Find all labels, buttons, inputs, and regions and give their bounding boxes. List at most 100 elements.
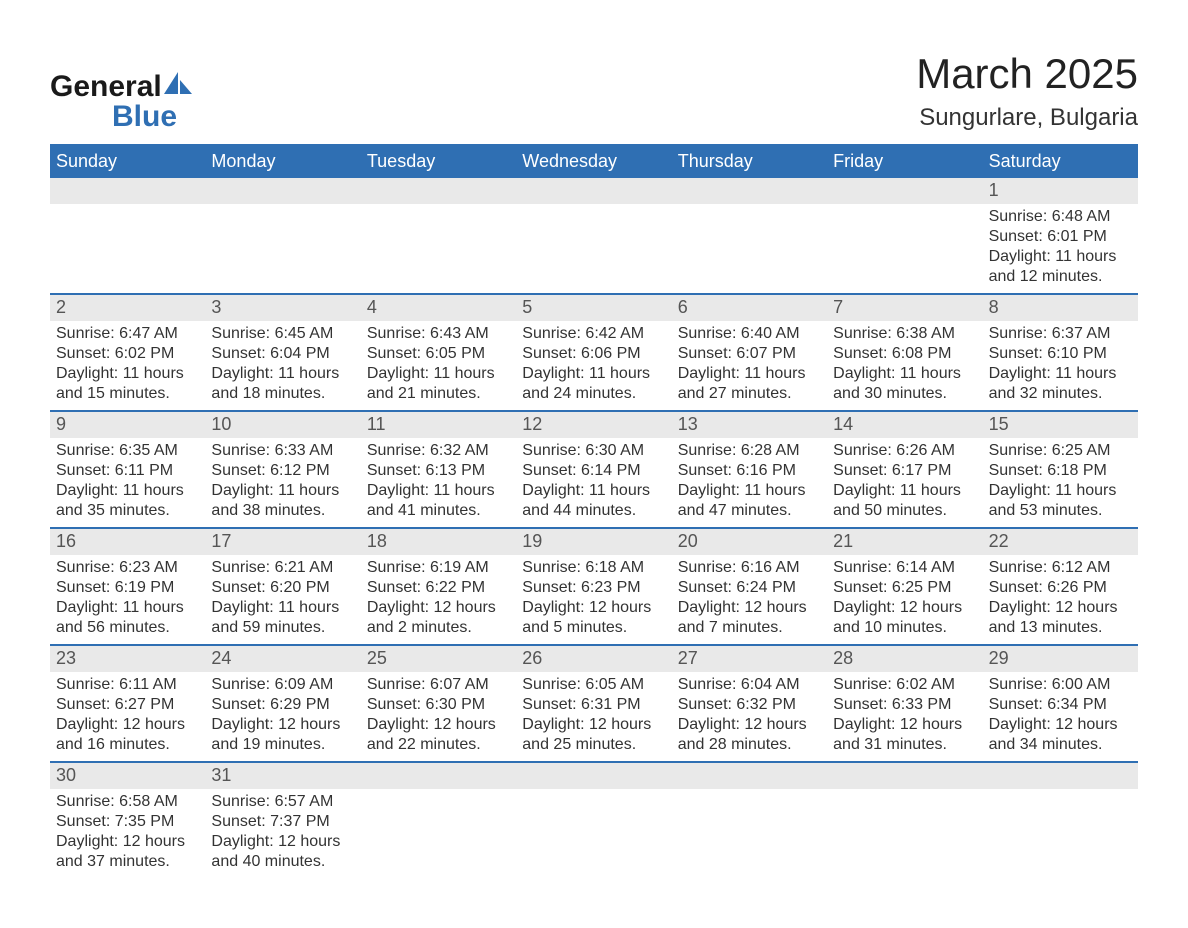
day-cell	[50, 204, 205, 293]
day-cell: Sunrise: 6:25 AMSunset: 6:18 PMDaylight:…	[983, 438, 1138, 527]
day-cell: Sunrise: 6:11 AMSunset: 6:27 PMDaylight:…	[50, 672, 205, 761]
day-number	[50, 178, 205, 204]
day-number: 19	[516, 529, 671, 555]
day-number: 7	[827, 295, 982, 321]
col-header-wed: Wednesday	[516, 146, 671, 178]
day-number	[205, 178, 360, 204]
day-number: 30	[50, 763, 205, 789]
day-cell: Sunrise: 6:18 AMSunset: 6:23 PMDaylight:…	[516, 555, 671, 644]
day-number	[672, 178, 827, 204]
title-block: March 2025 Sungurlare, Bulgaria	[916, 50, 1138, 132]
day-number: 27	[672, 646, 827, 672]
day-number: 24	[205, 646, 360, 672]
calendar-week: 2345678 Sunrise: 6:47 AMSunset: 6:02 PMDa…	[50, 293, 1138, 410]
day-cell: Sunrise: 6:32 AMSunset: 6:13 PMDaylight:…	[361, 438, 516, 527]
day-cell: Sunrise: 6:00 AMSunset: 6:34 PMDaylight:…	[983, 672, 1138, 761]
day-cell: Sunrise: 6:23 AMSunset: 6:19 PMDaylight:…	[50, 555, 205, 644]
day-cell: Sunrise: 6:19 AMSunset: 6:22 PMDaylight:…	[361, 555, 516, 644]
day-cell: Sunrise: 6:38 AMSunset: 6:08 PMDaylight:…	[827, 321, 982, 410]
col-header-fri: Friday	[827, 146, 982, 178]
day-cell: Sunrise: 6:42 AMSunset: 6:06 PMDaylight:…	[516, 321, 671, 410]
day-cell: Sunrise: 6:43 AMSunset: 6:05 PMDaylight:…	[361, 321, 516, 410]
day-number	[672, 763, 827, 789]
page-header: General Blue March 2025 Sungurlare, Bulg…	[50, 50, 1138, 132]
day-cell	[672, 789, 827, 878]
calendar-week: 23242526272829Sunrise: 6:11 AMSunset: 6:…	[50, 644, 1138, 761]
day-number: 13	[672, 412, 827, 438]
day-cell: Sunrise: 6:16 AMSunset: 6:24 PMDaylight:…	[672, 555, 827, 644]
day-number	[827, 178, 982, 204]
day-number: 12	[516, 412, 671, 438]
col-header-thu: Thursday	[672, 146, 827, 178]
day-number: 6	[672, 295, 827, 321]
day-cell	[983, 789, 1138, 878]
col-header-tue: Tuesday	[361, 146, 516, 178]
col-header-sun: Sunday	[50, 146, 205, 178]
day-number	[516, 763, 671, 789]
day-number	[361, 178, 516, 204]
day-number: 1	[983, 178, 1138, 204]
day-number	[827, 763, 982, 789]
day-cell	[827, 789, 982, 878]
calendar-week: 9101112131415 Sunrise: 6:35 AMSunset: 6:1…	[50, 410, 1138, 527]
day-cell: Sunrise: 6:37 AMSunset: 6:10 PMDaylight:…	[983, 321, 1138, 410]
day-cell: Sunrise: 6:45 AMSunset: 6:04 PMDaylight:…	[205, 321, 360, 410]
day-number: 2	[50, 295, 205, 321]
day-number: 11	[361, 412, 516, 438]
calendar-body: 1Sunrise: 6:48 AMSunset: 6:01 PMDaylight…	[50, 178, 1138, 878]
day-number: 25	[361, 646, 516, 672]
calendar-page: General Blue March 2025 Sungurlare, Bulg…	[0, 0, 1188, 928]
day-number: 4	[361, 295, 516, 321]
day-cell: Sunrise: 6:30 AMSunset: 6:14 PMDaylight:…	[516, 438, 671, 527]
day-cell: Sunrise: 6:12 AMSunset: 6:26 PMDaylight:…	[983, 555, 1138, 644]
day-cell: Sunrise: 6:40 AMSunset: 6:07 PMDaylight:…	[672, 321, 827, 410]
day-cell: Sunrise: 6:33 AMSunset: 6:12 PMDaylight:…	[205, 438, 360, 527]
day-cell	[516, 789, 671, 878]
day-cell: Sunrise: 6:47 AMSunset: 6:02 PMDaylight:…	[50, 321, 205, 410]
day-cell	[205, 204, 360, 293]
calendar-week: 3031Sunrise: 6:58 AMSunset: 7:35 PMDayli…	[50, 761, 1138, 878]
day-number: 22	[983, 529, 1138, 555]
day-number: 16	[50, 529, 205, 555]
day-number: 14	[827, 412, 982, 438]
day-cell	[361, 204, 516, 293]
day-cell: Sunrise: 6:35 AMSunset: 6:11 PMDaylight:…	[50, 438, 205, 527]
brand-word1: General	[50, 70, 162, 103]
day-cell: Sunrise: 6:04 AMSunset: 6:32 PMDaylight:…	[672, 672, 827, 761]
day-number: 10	[205, 412, 360, 438]
day-cell: Sunrise: 6:58 AMSunset: 7:35 PMDaylight:…	[50, 789, 205, 878]
page-title: March 2025	[916, 50, 1138, 98]
day-number: 9	[50, 412, 205, 438]
page-subtitle: Sungurlare, Bulgaria	[916, 104, 1138, 132]
day-number	[361, 763, 516, 789]
day-number: 8	[983, 295, 1138, 321]
brand-word2: Blue	[112, 102, 177, 132]
day-number: 20	[672, 529, 827, 555]
day-number: 17	[205, 529, 360, 555]
day-number: 23	[50, 646, 205, 672]
col-header-sat: Saturday	[983, 146, 1138, 178]
day-number: 5	[516, 295, 671, 321]
day-number: 18	[361, 529, 516, 555]
brand-logo: General Blue	[50, 62, 194, 132]
day-cell	[516, 204, 671, 293]
calendar-week: 16171819202122Sunrise: 6:23 AMSunset: 6:…	[50, 527, 1138, 644]
day-cell: Sunrise: 6:57 AMSunset: 7:37 PMDaylight:…	[205, 789, 360, 878]
day-cell	[672, 204, 827, 293]
col-header-mon: Monday	[205, 146, 360, 178]
day-number	[516, 178, 671, 204]
day-number	[983, 763, 1138, 789]
day-number: 26	[516, 646, 671, 672]
day-cell: Sunrise: 6:26 AMSunset: 6:17 PMDaylight:…	[827, 438, 982, 527]
day-number: 29	[983, 646, 1138, 672]
day-number: 15	[983, 412, 1138, 438]
day-cell: Sunrise: 6:07 AMSunset: 6:30 PMDaylight:…	[361, 672, 516, 761]
brand-sail-icon	[164, 72, 194, 94]
day-number: 3	[205, 295, 360, 321]
day-cell	[361, 789, 516, 878]
day-cell: Sunrise: 6:05 AMSunset: 6:31 PMDaylight:…	[516, 672, 671, 761]
day-cell: Sunrise: 6:28 AMSunset: 6:16 PMDaylight:…	[672, 438, 827, 527]
calendar: Sunday Monday Tuesday Wednesday Thursday…	[50, 144, 1138, 878]
day-cell: Sunrise: 6:09 AMSunset: 6:29 PMDaylight:…	[205, 672, 360, 761]
day-cell: Sunrise: 6:48 AMSunset: 6:01 PMDaylight:…	[983, 204, 1138, 293]
